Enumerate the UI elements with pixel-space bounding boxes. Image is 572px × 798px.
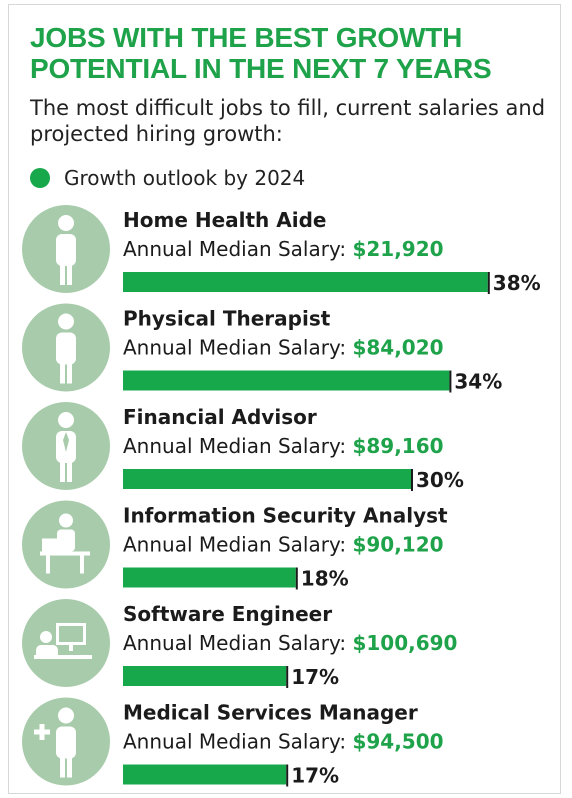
salary-line: Annual Median Salary: $94,500 <box>123 730 444 754</box>
growth-bar <box>123 272 488 292</box>
medical-person-icon <box>34 707 76 778</box>
salary-value: $90,120 <box>352 533 443 557</box>
job-row: Medical Services Manager Annual Median Sa… <box>22 697 444 788</box>
salary-label: Annual Median Salary: <box>123 730 352 754</box>
growth-label: 18% <box>301 567 349 591</box>
salary-label: Annual Median Salary: <box>123 434 352 458</box>
job-title: Software Engineer <box>123 602 332 626</box>
chart-title: JOBS WITH THE BEST GROWTH POTENTIAL IN T… <box>30 22 492 84</box>
job-title: Physical Therapist <box>123 307 331 331</box>
salary-line: Annual Median Salary: $21,920 <box>123 237 444 261</box>
growth-label: 34% <box>454 370 502 394</box>
salary-label: Annual Median Salary: <box>123 631 352 655</box>
businessman-icon <box>56 412 76 482</box>
salary-line: Annual Median Salary: $89,160 <box>123 434 444 458</box>
salary-value: $94,500 <box>352 730 443 754</box>
legend-label: Growth outlook by 2024 <box>64 166 306 190</box>
job-row: Financial Advisor Annual Median Salary: $… <box>22 402 464 492</box>
laptop-worker-icon <box>40 513 90 574</box>
job-title: Information Security Analyst <box>123 504 448 528</box>
salary-value: $100,690 <box>352 631 457 655</box>
salary-label: Annual Median Salary: <box>123 237 352 261</box>
growth-label: 30% <box>416 468 464 492</box>
salary-line: Annual Median Salary: $84,020 <box>123 336 444 360</box>
job-title: Home Health Aide <box>123 208 326 232</box>
growth-label: 17% <box>291 764 339 788</box>
job-title: Medical Services Manager <box>123 701 418 725</box>
growth-bar <box>123 764 287 785</box>
computer-icon <box>34 623 92 659</box>
salary-value: $84,020 <box>352 336 443 360</box>
salary-line: Annual Median Salary: $100,690 <box>123 631 457 655</box>
legend-swatch <box>30 168 50 188</box>
growth-label: 17% <box>291 665 339 689</box>
salary-value: $89,160 <box>352 434 443 458</box>
job-row: Software Engineer Annual Median Salary: $… <box>22 599 457 689</box>
growth-bar <box>123 567 296 588</box>
salary-line: Annual Median Salary: $90,120 <box>123 533 444 557</box>
salary-label: Annual Median Salary: <box>123 533 352 557</box>
salary-label: Annual Median Salary: <box>123 336 352 360</box>
growth-bar <box>123 666 287 686</box>
growth-bar <box>123 469 411 489</box>
salary-value: $21,920 <box>352 237 443 261</box>
legend: Growth outlook by 2024 <box>30 166 305 190</box>
person-icon <box>56 215 76 285</box>
job-title: Financial Advisor <box>123 405 317 429</box>
job-row: Physical Therapist Annual Median Salary: … <box>22 303 502 394</box>
growth-bar <box>123 370 450 391</box>
chart-frame <box>8 4 561 794</box>
chart-subtitle: The most difficult jobs to fill, current… <box>30 96 546 146</box>
person-icon <box>56 313 76 384</box>
job-row: Information Security Analyst Annual Media… <box>22 500 448 591</box>
growth-label: 38% <box>493 271 541 295</box>
job-row: Home Health Aide Annual Median Salary: $2… <box>22 205 541 295</box>
